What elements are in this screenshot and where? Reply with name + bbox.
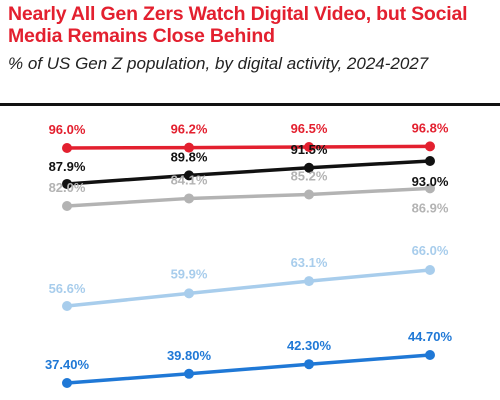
data-label-lightblue: 66.0% — [412, 243, 449, 258]
data-point-blue — [304, 359, 314, 370]
series-lightblue — [62, 265, 435, 311]
data-point-lightblue — [425, 265, 435, 275]
data-label-red: 96.2% — [171, 122, 208, 137]
data-label-gray: 86.9% — [412, 200, 449, 215]
data-point-lightblue — [184, 288, 194, 299]
data-label-gray: 82.0% — [49, 180, 86, 195]
data-point-red — [62, 143, 72, 153]
series-black — [62, 156, 435, 189]
series-gray — [62, 183, 435, 211]
data-label-black: 87.9% — [49, 159, 86, 174]
data-point-blue — [425, 350, 435, 360]
chart-title: Nearly All Gen Zers Watch Digital Video,… — [8, 3, 468, 47]
series-blue — [62, 350, 435, 388]
data-label-blue: 44.70% — [408, 329, 453, 344]
data-point-blue — [184, 368, 194, 379]
series-line-gray — [66, 186, 431, 208]
data-point-gray — [184, 193, 194, 204]
series-line-red — [66, 144, 431, 150]
data-point-black — [304, 162, 314, 173]
chart-header: Nearly All Gen Zers Watch Digital Video,… — [8, 3, 494, 74]
data-label-lightblue: 59.9% — [171, 266, 208, 281]
series-line-lightblue — [66, 268, 431, 308]
data-label-black: 89.8% — [171, 149, 208, 164]
data-label-blue: 37.40% — [45, 357, 90, 372]
data-point-gray — [304, 189, 314, 200]
header-divider — [0, 103, 500, 106]
data-point-red — [184, 142, 194, 153]
series-line-black — [66, 159, 431, 186]
data-label-black: 91.5% — [291, 142, 328, 157]
data-label-lightblue: 63.1% — [291, 255, 328, 270]
data-point-black — [184, 170, 194, 181]
data-label-red: 96.8% — [412, 120, 449, 135]
data-label-lightblue: 56.6% — [49, 281, 86, 296]
data-label-blue: 39.80% — [167, 348, 212, 363]
data-point-gray — [62, 201, 72, 211]
data-point-red — [425, 141, 435, 152]
data-point-gray — [425, 183, 435, 194]
data-point-red — [304, 142, 314, 152]
data-point-black — [425, 156, 435, 166]
data-point-black — [62, 178, 72, 189]
data-label-red: 96.5% — [291, 121, 328, 136]
chart-subtitle: % of US Gen Z population, by digital act… — [8, 54, 429, 73]
series-red — [62, 141, 435, 153]
data-label-red: 96.0% — [49, 122, 86, 137]
series-line-blue — [66, 353, 431, 385]
data-label-black: 93.0% — [412, 174, 449, 189]
data-point-blue — [62, 378, 72, 388]
data-point-lightblue — [62, 301, 72, 311]
data-label-gray: 85.2% — [291, 168, 328, 183]
data-label-gray: 84.1% — [171, 172, 208, 187]
data-label-blue: 42.30% — [287, 338, 332, 353]
data-point-lightblue — [304, 276, 314, 287]
